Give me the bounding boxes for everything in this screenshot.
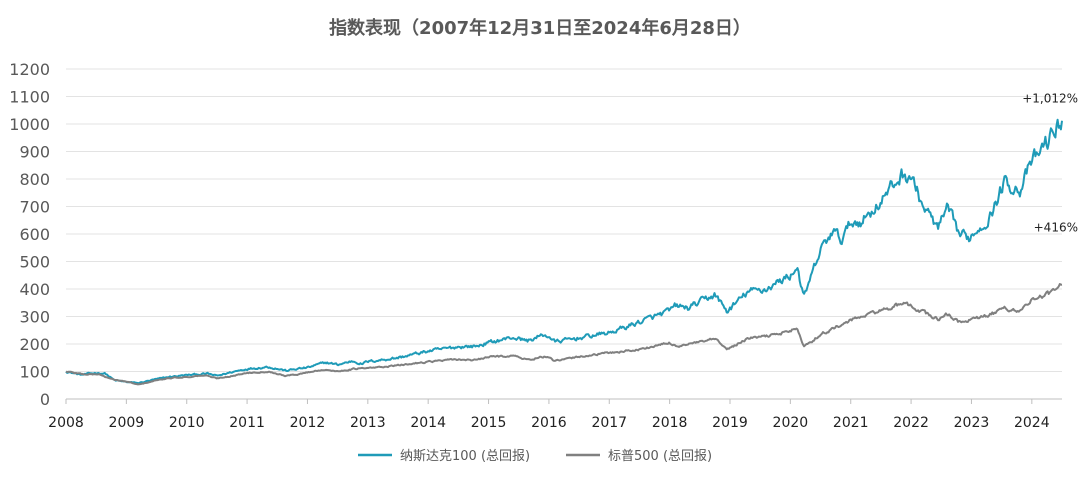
y-tick-label: 1100 [9,88,50,107]
x-tick-label: 2012 [290,415,326,431]
x-tick-label: 2008 [48,415,84,431]
y-tick-label: 1200 [9,60,50,79]
x-tick-label: 2011 [229,415,265,431]
end-labels: +1,012% +416% [1022,92,1078,235]
x-tick-label: 2023 [954,415,990,431]
x-tick-label: 2013 [350,415,386,431]
y-tick-label: 800 [19,170,50,189]
y-tick-label: 700 [19,198,50,217]
y-tick-label: 0 [40,390,50,409]
y-tick-label: 300 [19,308,50,327]
gridlines [66,68,1062,372]
x-tick-label: 2016 [531,415,567,431]
series-lines [65,118,1063,386]
x-tick-label: 2020 [773,415,809,431]
end-label-nasdaq100: +1,012% [1022,92,1078,106]
x-tick-label: 2024 [1014,415,1050,431]
legend-label: 标普500 (总回报) [608,449,712,464]
y-tick-label: 900 [19,143,50,162]
chart-title: 指数表现（2007年12月31日至2024年6月28日） [329,17,751,39]
legend: 纳斯达克100 (总回报) 标普500 (总回报) [358,449,712,464]
y-tick-label: 1000 [9,115,50,134]
y-tick-label: 600 [19,225,50,244]
x-tick-label: 2021 [833,415,869,431]
series-line-nasdaq100 [65,118,1063,385]
y-axis-ticks: 0 100 200 300 400 500 600 700 800 900 1000 1100 1200 [9,60,50,409]
x-tick-label: 2019 [712,415,748,431]
y-tick-label: 400 [19,280,50,299]
legend-label: 纳斯达克100 (总回报) [400,449,530,464]
series-line-sp500 [65,283,1063,386]
x-tick-label: 2015 [471,415,507,431]
y-tick-label: 100 [19,363,50,382]
x-tick-label: 2009 [109,415,145,431]
x-tick-label: 2014 [410,415,446,431]
x-tick-label: 2022 [893,415,929,431]
x-tick-label: 2018 [652,415,688,431]
y-tick-label: 200 [19,335,50,354]
x-axis-ticks: 2008 2009 2010 2011 2012 2013 2014 2015 2016 2017… [48,399,1050,431]
x-tick-label: 2017 [591,415,627,431]
y-tick-label: 500 [19,253,50,272]
end-label-sp500: +416% [1034,221,1078,235]
x-tick-label: 2010 [169,415,205,431]
